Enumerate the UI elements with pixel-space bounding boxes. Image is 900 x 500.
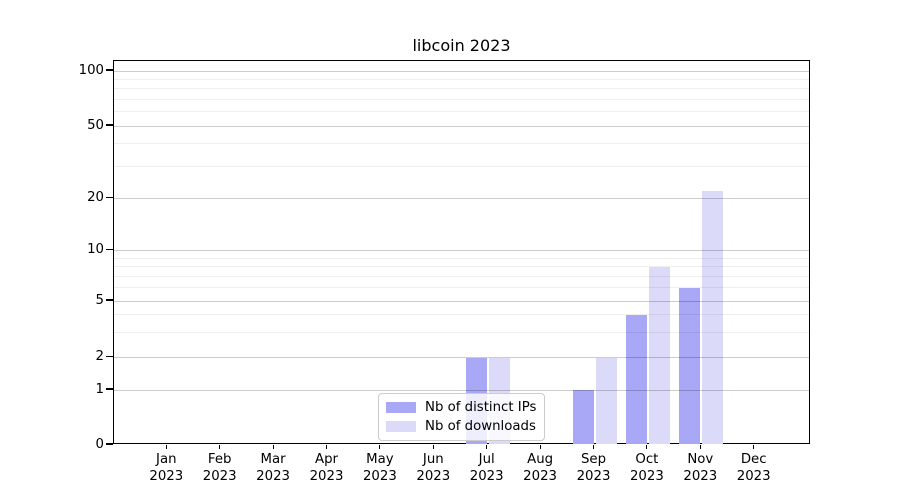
x-tick-label: Jun 2023 [398, 452, 468, 485]
y-gridline-major [114, 250, 809, 251]
y-gridline-minor [114, 78, 809, 80]
x-tick-year: 2023 [416, 468, 451, 484]
x-tick-label: Mar 2023 [238, 452, 308, 485]
chart-title: libcoin 2023 [412, 36, 511, 55]
x-tick-month: Mar [260, 452, 286, 467]
y-axis-tick [106, 388, 113, 390]
x-tick-label: Sep 2023 [559, 452, 629, 485]
x-axis-tick [753, 444, 755, 449]
y-gridline-major [114, 357, 809, 358]
x-tick-year: 2023 [309, 468, 344, 484]
x-tick-year: 2023 [629, 468, 664, 484]
x-axis-tick [165, 444, 167, 449]
x-tick-month: Jan [156, 452, 177, 467]
y-gridline-minor [114, 275, 809, 277]
x-axis-tick [272, 444, 274, 449]
x-axis-tick [592, 444, 595, 449]
y-gridline-major [114, 70, 809, 72]
x-axis-tick [325, 444, 328, 449]
legend: Nb of distinct IPs Nb of downloads [378, 392, 545, 441]
y-gridline-major [114, 198, 809, 199]
y-gridline-minor [114, 88, 809, 90]
y-axis-tick [106, 248, 113, 251]
y-tick-label: 100 [78, 62, 104, 78]
bar-downloads [648, 266, 670, 444]
y-axis-tick [106, 299, 113, 301]
x-tick-label: Aug 2023 [505, 452, 575, 485]
x-axis-tick [432, 444, 434, 449]
x-tick-year: 2023 [202, 468, 237, 484]
y-gridline-minor [114, 287, 809, 289]
x-axis-tick [219, 444, 221, 449]
y-tick-label: 50 [87, 117, 104, 133]
y-axis-tick [106, 69, 113, 71]
y-tick-label: 0 [95, 436, 104, 452]
x-tick-month: Feb [207, 452, 232, 467]
x-tick-month: Sep [580, 452, 607, 467]
x-tick-year: 2023 [736, 468, 771, 484]
x-tick-year: 2023 [576, 468, 611, 484]
y-axis-tick [106, 443, 113, 445]
x-tick-year: 2023 [149, 468, 184, 484]
y-tick-label: 1 [95, 381, 104, 397]
y-axis-tick [106, 124, 113, 126]
y-gridline-minor [114, 257, 809, 259]
y-tick-label: 20 [87, 190, 104, 205]
x-axis-tick [486, 444, 488, 449]
x-tick-month: Apr [314, 452, 338, 467]
legend-label: Nb of distinct IPs [425, 400, 537, 416]
y-tick-label: 2 [95, 349, 104, 364]
y-gridline-minor [114, 111, 809, 113]
bar-distinct-ips [625, 314, 647, 444]
legend-swatch-downloads [386, 421, 416, 433]
bar-downloads [702, 190, 724, 444]
x-tick-year: 2023 [469, 468, 504, 484]
x-axis-tick [646, 444, 648, 449]
y-gridline-major [114, 125, 809, 127]
y-gridline-minor [114, 314, 809, 316]
x-tick-year: 2023 [683, 468, 718, 484]
y-tick-label: 10 [87, 242, 104, 257]
y-gridline-minor [114, 266, 809, 268]
x-tick-month: May [366, 452, 394, 467]
x-tick-month: Jun [422, 452, 444, 467]
x-tick-label: Apr 2023 [292, 452, 362, 485]
x-tick-label: Jan 2023 [131, 452, 201, 485]
y-axis-tick [106, 196, 113, 199]
legend-swatch-distinct-ips [386, 402, 416, 414]
x-tick-month: Nov [687, 452, 714, 467]
y-tick-label: 5 [95, 292, 104, 308]
legend-label: Nb of downloads [425, 419, 536, 435]
y-gridline-minor [114, 143, 809, 145]
y-gridline-major [114, 300, 809, 302]
x-tick-label: Oct 2023 [612, 452, 682, 485]
bar-distinct-ips [679, 287, 701, 444]
x-tick-month: Aug [527, 452, 554, 467]
bar-distinct-ips [572, 390, 594, 444]
y-gridline-major [114, 389, 809, 391]
x-axis-tick [699, 444, 701, 449]
x-tick-month: Oct [635, 452, 659, 467]
x-tick-label: May 2023 [345, 452, 415, 485]
x-axis-tick [539, 444, 541, 449]
plot-area: Nb of distinct IPs Nb of downloads [113, 60, 810, 444]
x-tick-year: 2023 [523, 468, 558, 484]
legend-row: Nb of downloads [386, 417, 536, 436]
x-tick-label: Nov 2023 [665, 452, 735, 485]
x-tick-month: Jul [478, 452, 495, 467]
x-tick-label: Dec 2023 [719, 452, 789, 485]
x-tick-month: Dec [740, 452, 767, 467]
x-axis-tick [379, 444, 381, 449]
legend-row: Nb of distinct IPs [386, 398, 537, 417]
y-gridline-minor [114, 165, 809, 167]
x-tick-year: 2023 [256, 468, 291, 484]
bar-downloads [595, 357, 617, 444]
x-tick-label: Feb 2023 [185, 452, 255, 485]
y-gridline-minor [114, 98, 809, 100]
y-gridline-minor [114, 331, 809, 333]
x-tick-year: 2023 [362, 468, 397, 484]
x-tick-label: Jul 2023 [452, 452, 522, 485]
y-axis-tick [106, 355, 113, 358]
